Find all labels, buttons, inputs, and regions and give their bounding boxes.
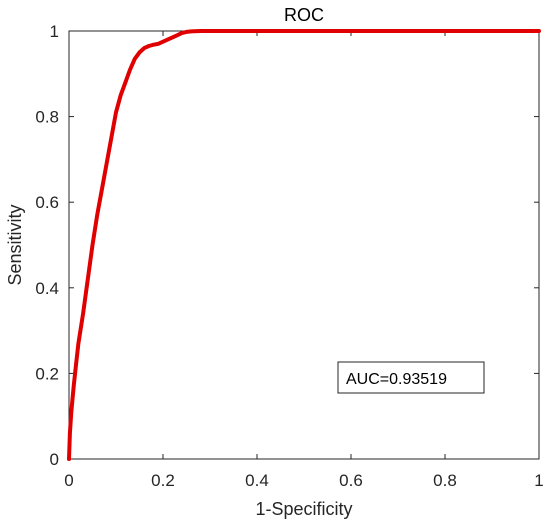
roc-curve	[67, 29, 541, 461]
x-tick-label: 0.2	[151, 471, 175, 490]
y-tick-label: 0.8	[35, 108, 59, 127]
x-tick-label: 0	[64, 471, 73, 490]
axis-ticks: 0 0.2 0.4 0.6 0.8 1 0 0.2 0.4 0.6 0.8 1	[35, 22, 543, 490]
auc-box	[337, 361, 485, 394]
auc-annotation: AUC=0.93519	[337, 361, 485, 394]
x-tick-label: 0.6	[339, 471, 363, 490]
x-axis-label: 1-Specificity	[255, 499, 352, 519]
chart-title: ROC	[284, 5, 324, 25]
y-tick-label: 0.6	[35, 193, 59, 212]
x-tick-label: 0.8	[433, 471, 457, 490]
x-tick-label: 1	[534, 471, 543, 490]
y-tick-label: 1	[50, 22, 59, 41]
y-tick-label: 0.2	[35, 364, 59, 383]
x-tick-label: 0.4	[245, 471, 269, 490]
y-axis-label: Sensitivity	[5, 204, 25, 285]
auc-text: AUC=0.93519	[346, 371, 447, 388]
y-tick-label: 0	[50, 450, 59, 469]
y-tick-label: 0.4	[35, 279, 59, 298]
plot-area	[68, 30, 540, 460]
